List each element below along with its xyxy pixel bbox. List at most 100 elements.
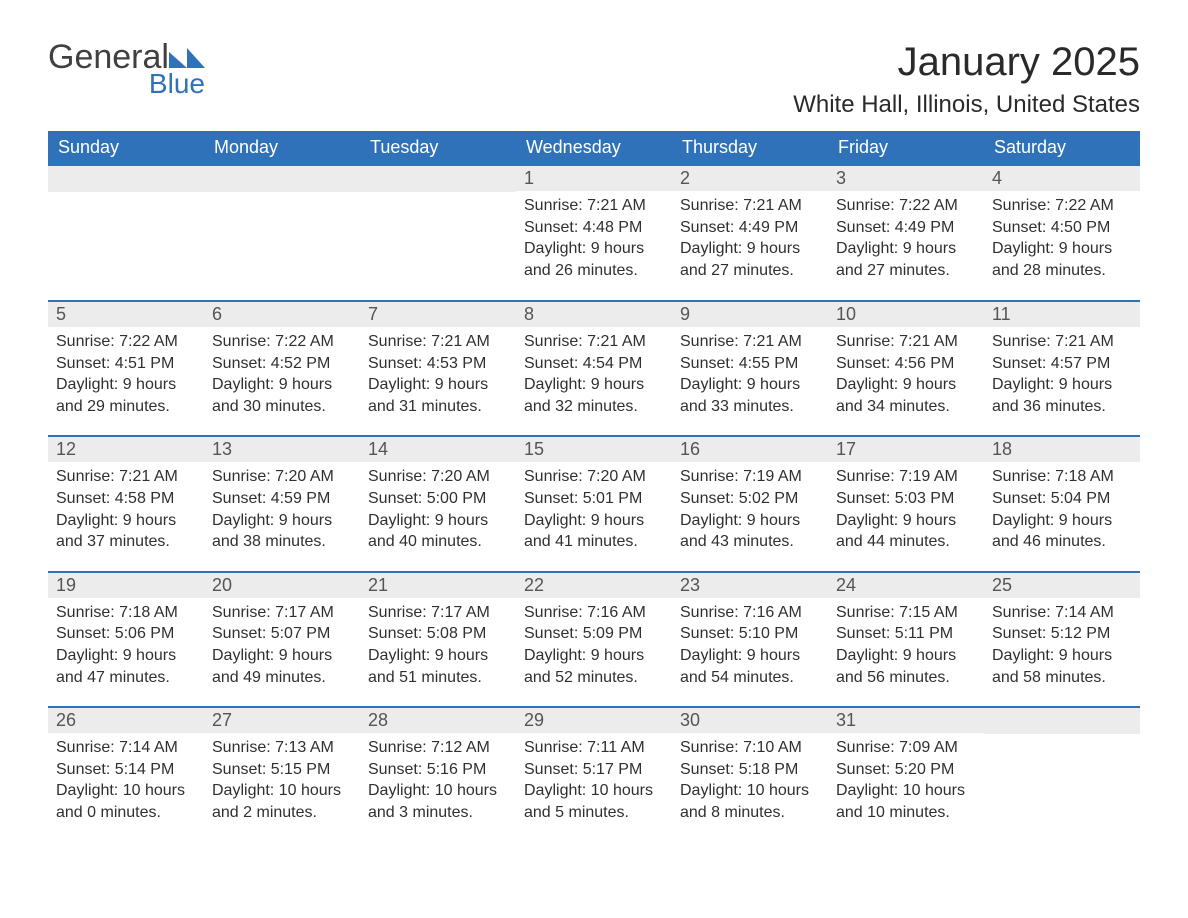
daylight-line: Daylight: 9 hours and 52 minutes. — [524, 645, 664, 688]
sunrise-value: 7:15 AM — [899, 604, 958, 621]
sunrise-value: 7:21 AM — [587, 197, 646, 214]
daylight-line: Daylight: 9 hours and 28 minutes. — [992, 238, 1132, 281]
day-body: Sunrise: 7:12 AMSunset: 5:16 PMDaylight:… — [360, 733, 516, 841]
day-body: Sunrise: 7:21 AMSunset: 4:56 PMDaylight:… — [828, 327, 984, 435]
day-body: Sunrise: 7:10 AMSunset: 5:18 PMDaylight:… — [672, 733, 828, 841]
sunset-line: Sunset: 4:53 PM — [368, 353, 508, 375]
day-number: 19 — [48, 573, 204, 598]
sunrise-value: 7:22 AM — [275, 333, 334, 350]
day-body: Sunrise: 7:20 AMSunset: 5:00 PMDaylight:… — [360, 462, 516, 570]
daylight-line: Daylight: 9 hours and 58 minutes. — [992, 645, 1132, 688]
sunset-label: Sunset: — [212, 355, 271, 372]
sunrise-label: Sunrise: — [524, 604, 587, 621]
sunrise-value: 7:21 AM — [431, 333, 490, 350]
sunrise-label: Sunrise: — [680, 604, 743, 621]
calendar-cell — [48, 165, 204, 301]
calendar-cell: 21Sunrise: 7:17 AMSunset: 5:08 PMDayligh… — [360, 572, 516, 707]
sunset-label: Sunset: — [680, 625, 739, 642]
sunrise-line: Sunrise: 7:13 AM — [212, 737, 352, 759]
sunrise-value: 7:14 AM — [1055, 604, 1114, 621]
sunrise-label: Sunrise: — [680, 468, 743, 485]
sunset-label: Sunset: — [836, 355, 895, 372]
sunset-line: Sunset: 5:17 PM — [524, 759, 664, 781]
sunrise-label: Sunrise: — [992, 604, 1055, 621]
day-body: Sunrise: 7:22 AMSunset: 4:49 PMDaylight:… — [828, 191, 984, 299]
sunset-value: 5:09 PM — [583, 625, 643, 642]
sunset-value: 4:54 PM — [583, 355, 643, 372]
sunset-line: Sunset: 5:10 PM — [680, 623, 820, 645]
sunset-label: Sunset: — [680, 490, 739, 507]
daylight-label: Daylight: — [524, 376, 591, 393]
sunset-value: 4:52 PM — [271, 355, 331, 372]
day-number: 3 — [828, 166, 984, 191]
sunset-label: Sunset: — [368, 355, 427, 372]
day-number: 5 — [48, 302, 204, 327]
day-body: Sunrise: 7:22 AMSunset: 4:51 PMDaylight:… — [48, 327, 204, 435]
calendar-row: 12Sunrise: 7:21 AMSunset: 4:58 PMDayligh… — [48, 436, 1140, 571]
sunrise-value: 7:16 AM — [743, 604, 802, 621]
sunrise-line: Sunrise: 7:20 AM — [212, 466, 352, 488]
day-number-blank — [360, 166, 516, 192]
sunrise-value: 7:21 AM — [899, 333, 958, 350]
sunset-label: Sunset: — [56, 761, 115, 778]
sunset-value: 5:03 PM — [895, 490, 955, 507]
sunset-value: 4:57 PM — [1051, 355, 1111, 372]
daylight-line: Daylight: 9 hours and 54 minutes. — [680, 645, 820, 688]
daylight-label: Daylight: — [524, 240, 591, 257]
day-number: 14 — [360, 437, 516, 462]
sunrise-label: Sunrise: — [368, 468, 431, 485]
sunrise-label: Sunrise: — [212, 468, 275, 485]
sunrise-value: 7:20 AM — [431, 468, 490, 485]
day-body: Sunrise: 7:21 AMSunset: 4:57 PMDaylight:… — [984, 327, 1140, 435]
sunset-label: Sunset: — [992, 625, 1051, 642]
daylight-label: Daylight: — [836, 512, 903, 529]
sunrise-label: Sunrise: — [56, 468, 119, 485]
sunset-value: 4:48 PM — [583, 219, 643, 236]
sunset-value: 4:49 PM — [895, 219, 955, 236]
sunset-line: Sunset: 4:49 PM — [680, 217, 820, 239]
sunset-value: 4:49 PM — [739, 219, 799, 236]
calendar-cell: 30Sunrise: 7:10 AMSunset: 5:18 PMDayligh… — [672, 707, 828, 842]
day-body: Sunrise: 7:19 AMSunset: 5:02 PMDaylight:… — [672, 462, 828, 570]
sunrise-line: Sunrise: 7:19 AM — [836, 466, 976, 488]
calendar-cell: 14Sunrise: 7:20 AMSunset: 5:00 PMDayligh… — [360, 436, 516, 571]
daylight-line: Daylight: 9 hours and 27 minutes. — [680, 238, 820, 281]
day-body: Sunrise: 7:13 AMSunset: 5:15 PMDaylight:… — [204, 733, 360, 841]
sunset-line: Sunset: 5:04 PM — [992, 488, 1132, 510]
day-body: Sunrise: 7:11 AMSunset: 5:17 PMDaylight:… — [516, 733, 672, 841]
daylight-label: Daylight: — [992, 240, 1059, 257]
day-number-blank — [48, 166, 204, 192]
weekday-header: Sunday — [48, 131, 204, 165]
header: General Blue January 2025 White Hall, Il… — [48, 40, 1140, 119]
sunrise-line: Sunrise: 7:22 AM — [992, 195, 1132, 217]
sunrise-label: Sunrise: — [212, 604, 275, 621]
sunset-value: 4:51 PM — [115, 355, 175, 372]
sunset-line: Sunset: 5:11 PM — [836, 623, 976, 645]
calendar-cell: 31Sunrise: 7:09 AMSunset: 5:20 PMDayligh… — [828, 707, 984, 842]
sunset-line: Sunset: 4:51 PM — [56, 353, 196, 375]
sunrise-label: Sunrise: — [836, 333, 899, 350]
daylight-line: Daylight: 9 hours and 31 minutes. — [368, 374, 508, 417]
sunrise-line: Sunrise: 7:14 AM — [56, 737, 196, 759]
daylight-label: Daylight: — [524, 647, 591, 664]
sunrise-line: Sunrise: 7:15 AM — [836, 602, 976, 624]
day-body: Sunrise: 7:19 AMSunset: 5:03 PMDaylight:… — [828, 462, 984, 570]
sunset-value: 5:11 PM — [895, 625, 953, 642]
sunset-value: 5:01 PM — [583, 490, 643, 507]
sunset-label: Sunset: — [836, 625, 895, 642]
sunset-label: Sunset: — [368, 761, 427, 778]
calendar-cell: 20Sunrise: 7:17 AMSunset: 5:07 PMDayligh… — [204, 572, 360, 707]
day-number: 30 — [672, 708, 828, 733]
sunrise-line: Sunrise: 7:20 AM — [368, 466, 508, 488]
sunrise-line: Sunrise: 7:22 AM — [212, 331, 352, 353]
sunrise-line: Sunrise: 7:20 AM — [524, 466, 664, 488]
day-body: Sunrise: 7:15 AMSunset: 5:11 PMDaylight:… — [828, 598, 984, 706]
day-body: Sunrise: 7:14 AMSunset: 5:14 PMDaylight:… — [48, 733, 204, 841]
sunset-label: Sunset: — [56, 625, 115, 642]
sunrise-label: Sunrise: — [368, 739, 431, 756]
daylight-line: Daylight: 9 hours and 33 minutes. — [680, 374, 820, 417]
sunset-label: Sunset: — [524, 490, 583, 507]
sunrise-value: 7:20 AM — [275, 468, 334, 485]
daylight-label: Daylight: — [680, 512, 747, 529]
sunrise-line: Sunrise: 7:21 AM — [836, 331, 976, 353]
